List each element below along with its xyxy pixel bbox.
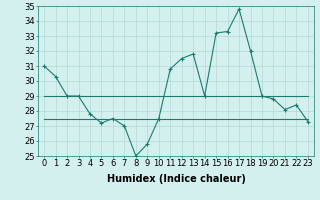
X-axis label: Humidex (Indice chaleur): Humidex (Indice chaleur) <box>107 174 245 184</box>
